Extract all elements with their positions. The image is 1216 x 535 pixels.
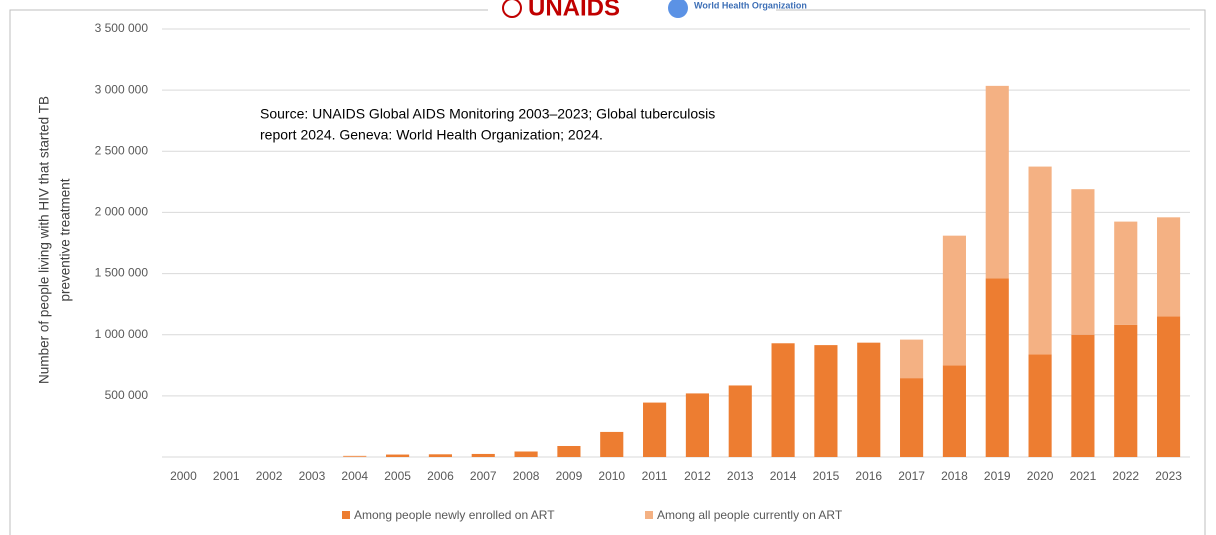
x-tick-label: 2012	[684, 469, 711, 483]
x-tick-label: 2016	[855, 469, 882, 483]
x-tick-label: 2022	[1112, 469, 1139, 483]
x-tick-label: 2018	[941, 469, 968, 483]
bar	[942, 365, 966, 457]
x-tick-label: 2017	[898, 469, 925, 483]
x-tick-label: 2009	[556, 469, 583, 483]
bar	[942, 235, 966, 366]
y-tick-label: 3 500 000	[95, 21, 149, 35]
x-tick-label: 2004	[341, 469, 368, 483]
bar	[600, 431, 624, 457]
x-tick-label: 2003	[299, 469, 326, 483]
x-tick-label: 2006	[427, 469, 454, 483]
bar	[900, 378, 924, 457]
y-tick-label: 3 000 000	[95, 82, 149, 96]
bar	[985, 278, 1009, 457]
x-tick-label: 2014	[770, 469, 797, 483]
bar	[1157, 217, 1181, 317]
x-tick-label: 2002	[256, 469, 283, 483]
bar	[1071, 334, 1095, 457]
x-tick-label: 2000	[170, 469, 197, 483]
bar	[1157, 316, 1181, 457]
bar	[1114, 221, 1138, 325]
bar	[643, 402, 667, 457]
y-tick-label: 2 500 000	[95, 143, 149, 157]
x-tick-label: 2010	[598, 469, 625, 483]
x-tick-label: 2008	[513, 469, 540, 483]
bar	[343, 455, 367, 457]
annotation: Source: UNAIDS Global AIDS Monitoring 20…	[260, 106, 715, 122]
who-logo: World Health Organization	[694, 0, 807, 10]
x-tick-label: 2015	[813, 469, 840, 483]
legend-swatch	[342, 511, 350, 519]
bar	[814, 345, 838, 457]
x-tick-label: 2020	[1027, 469, 1054, 483]
who-icon	[668, 0, 688, 18]
logo-area	[488, 0, 776, 24]
x-tick-label: 2005	[384, 469, 411, 483]
bar	[471, 453, 495, 457]
x-tick-label: 2023	[1155, 469, 1182, 483]
bar	[1028, 354, 1052, 457]
bar	[1071, 189, 1095, 335]
bar	[428, 454, 452, 457]
bar	[728, 385, 752, 457]
annotation: report 2024. Geneva: World Health Organi…	[260, 127, 603, 143]
bar	[771, 343, 795, 457]
legend-label: Among people newly enrolled on ART	[354, 508, 555, 522]
y-tick-label: 2 000 000	[95, 205, 149, 219]
y-tick-label: 1 500 000	[95, 266, 149, 280]
bar	[386, 454, 410, 457]
unaids-logo: UNAIDS	[528, 0, 620, 21]
x-tick-label: 2001	[213, 469, 240, 483]
bar	[1114, 324, 1138, 457]
bar	[1028, 166, 1052, 355]
bar	[343, 456, 367, 457]
y-axis-label: Number of people living with HIV that st…	[37, 96, 52, 384]
y-tick-label: 1 000 000	[95, 327, 149, 341]
y-tick-label: 500 000	[105, 388, 149, 402]
x-tick-label: 2019	[984, 469, 1011, 483]
bar	[685, 393, 709, 457]
bar	[985, 85, 1009, 279]
unaids-icon	[502, 0, 522, 18]
x-tick-label: 2011	[642, 469, 668, 483]
bar	[857, 342, 881, 457]
legend-label: Among all people currently on ART	[657, 508, 843, 522]
x-tick-label: 2021	[1070, 469, 1097, 483]
bar	[900, 339, 924, 379]
bar	[514, 451, 538, 457]
y-axis-label: preventive treatment	[58, 178, 73, 301]
legend-swatch	[645, 511, 653, 519]
x-tick-label: 2013	[727, 469, 754, 483]
x-tick-label: 2007	[470, 469, 497, 483]
bar	[557, 445, 581, 457]
